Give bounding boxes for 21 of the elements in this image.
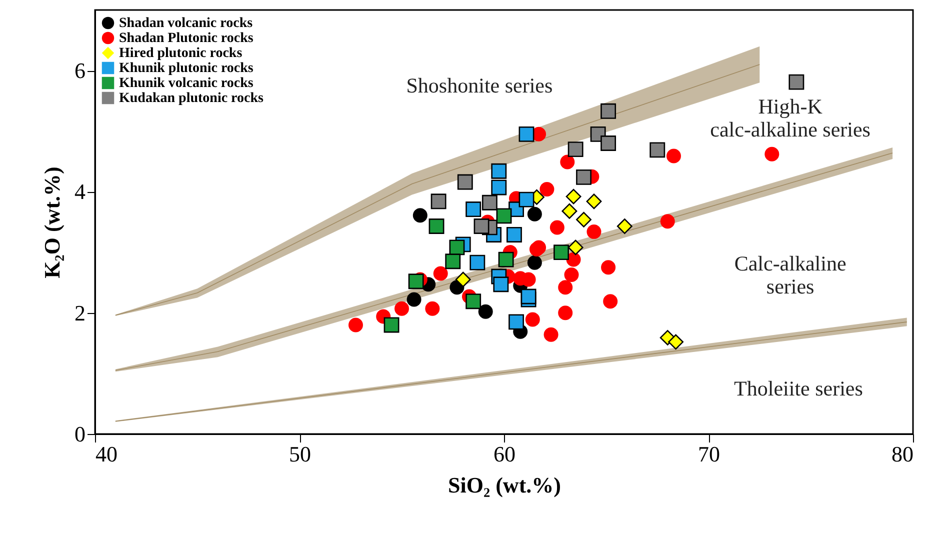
legend-label: Khunik plutonic rocks: [119, 61, 254, 76]
y-tick-label: 0: [74, 422, 86, 446]
legend-label: Hired plutonic rocks: [119, 46, 243, 61]
x-tick-label: 40: [96, 442, 118, 466]
y-tick-label: 6: [74, 58, 86, 84]
y-axis-title: K₂O (wt.%): [40, 166, 64, 278]
annotation: Tholeiite series: [734, 376, 863, 400]
annotation: Calc-alkaline series: [734, 251, 846, 298]
annotation: High-K calc-alkaline series: [710, 94, 870, 142]
legend-label: Shadan Plutonic rocks: [119, 31, 254, 46]
x-tick-label: 50: [289, 442, 311, 466]
legend-label: Kudakan plutonic rocks: [119, 91, 264, 106]
annotation: Shoshonite series: [406, 73, 553, 98]
x-axis-title: SiO₂ (wt.%): [448, 472, 561, 498]
x-tick-label: 80: [892, 442, 914, 466]
x-tick-label: 70: [698, 442, 720, 466]
y-tick-label: 2: [74, 300, 86, 326]
x-tick-label: 60: [494, 442, 516, 466]
legend-label: Khunik volcanic rocks: [119, 76, 254, 91]
y-tick-label: 4: [74, 179, 86, 204]
legend-label: Shadan volcanic rocks: [119, 16, 254, 31]
